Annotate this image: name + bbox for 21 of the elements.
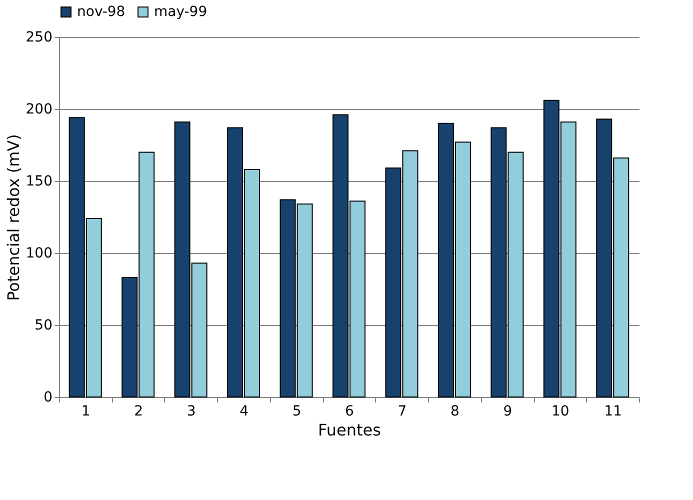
y-tick-label: 0 <box>44 390 52 406</box>
x-tick-label: 10 <box>551 404 570 420</box>
x-tick-label: 6 <box>345 404 354 420</box>
legend-label: may-99 <box>154 4 208 20</box>
y-tick-label: 250 <box>26 30 52 46</box>
y-tick-label: 200 <box>26 102 52 118</box>
y-tick-label: 150 <box>26 174 52 190</box>
x-tick-label: 2 <box>134 404 144 420</box>
y-tick-label: 50 <box>34 318 52 334</box>
x-tick-label: 4 <box>240 404 249 420</box>
x-tick-label: 7 <box>398 404 407 420</box>
x-tick-label: 3 <box>186 404 196 420</box>
x-axis-title: Fuentes <box>318 420 381 440</box>
y-axis-title: Potencial redox (mV) <box>4 134 23 301</box>
legend-label: nov-98 <box>77 4 126 20</box>
x-tick-label: 9 <box>503 404 512 420</box>
x-tick-label: 5 <box>292 404 302 420</box>
x-tick-label: 11 <box>604 404 622 420</box>
x-tick-label: 8 <box>450 404 460 420</box>
x-tick-label: 1 <box>81 404 90 420</box>
y-tick-label: 100 <box>26 246 52 262</box>
